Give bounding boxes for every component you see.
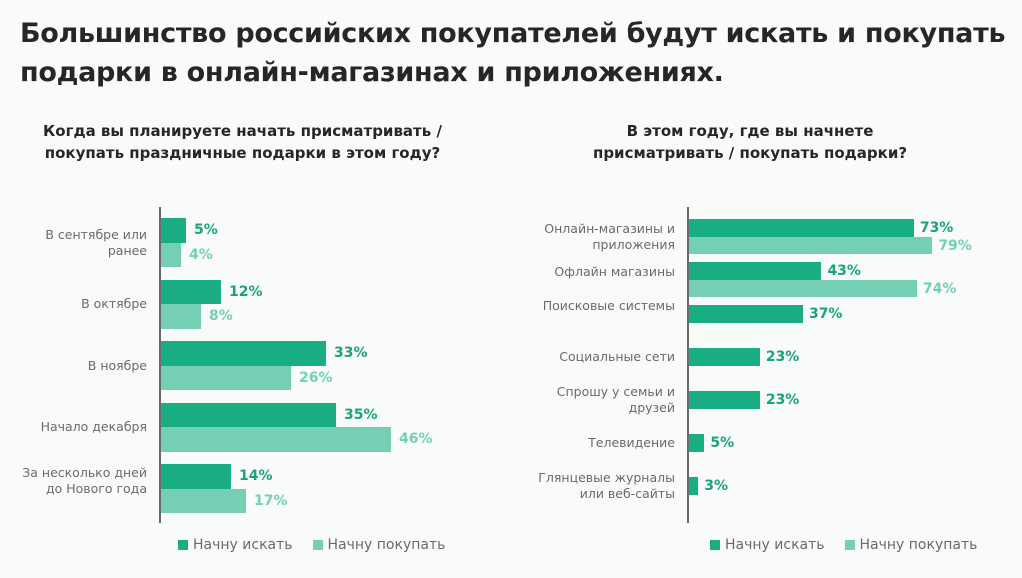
- legend-swatch-buy: [844, 540, 855, 550]
- bar-search: [161, 279, 221, 304]
- chart-when-to-start: В сентябре или ранее 5% 4% В октябре 12% 8% В …: [0, 0, 500, 578]
- chart-where-to-start: Онлайн-магазины и приложения 73% 79% Офлайн…: [500, 0, 1022, 578]
- data-label: 3%: [704, 478, 729, 494]
- category-label: Поисковые системы: [542, 297, 675, 313]
- category-label: Социальные сети: [559, 348, 675, 364]
- data-label: 33%: [334, 345, 368, 361]
- bar-search: [689, 434, 705, 452]
- bar-buy: [161, 365, 291, 390]
- bar-buy: [161, 242, 181, 267]
- y-axis-line: [159, 207, 161, 523]
- category-label: Начало декабря: [40, 419, 147, 434]
- data-label: 14%: [239, 468, 273, 484]
- category-label: За несколько дней до Нового года: [22, 464, 147, 496]
- bar-search: [689, 348, 760, 366]
- data-label: 43%: [827, 263, 861, 279]
- data-label: 12%: [229, 283, 263, 300]
- data-label: 23%: [765, 349, 800, 365]
- bar-search: [689, 305, 803, 323]
- data-label: 5%: [194, 222, 218, 238]
- bar-buy: [161, 427, 391, 452]
- legend: Начну искать Начну покупать: [178, 537, 445, 553]
- legend-item: Начну покупать: [312, 537, 446, 553]
- bar-search: [161, 218, 186, 243]
- bar-search: [161, 341, 326, 366]
- data-label: 35%: [344, 406, 378, 423]
- category-label: Онлайн-магазины и приложения: [544, 220, 675, 252]
- bar-search: [161, 402, 336, 427]
- category-label: В ноябре: [87, 357, 147, 373]
- bar-search: [689, 391, 760, 409]
- category-label: Офлайн магазины: [554, 263, 675, 279]
- legend-item: Начну искать: [710, 537, 825, 553]
- legend-swatch-search: [710, 540, 720, 550]
- data-label: 23%: [765, 392, 800, 408]
- data-label: 26%: [299, 369, 333, 386]
- legend-item: Начну покупать: [844, 537, 978, 553]
- y-axis-line: [687, 207, 689, 523]
- legend-label: Начну покупать: [327, 537, 446, 553]
- data-label: 73%: [919, 220, 954, 236]
- category-label: В сентябре или ранее: [45, 226, 147, 258]
- bar-buy: [689, 279, 917, 297]
- data-label: 37%: [808, 306, 843, 322]
- legend-item: Начну искать: [178, 537, 293, 553]
- data-label: 79%: [938, 237, 972, 254]
- right-chart-title: В этом году, где вы начнете присматриват…: [592, 122, 908, 162]
- left-chart-title: Когда вы планируете начать присматривать…: [43, 122, 442, 162]
- bar-search: [689, 262, 822, 280]
- category-label: Глянцевые журналы или веб-сайты: [538, 469, 675, 501]
- bar-buy: [161, 488, 246, 513]
- data-label: 5%: [710, 435, 735, 451]
- bar-buy: [689, 236, 933, 254]
- bar-search: [689, 219, 914, 237]
- category-label: Телевидение: [588, 434, 675, 450]
- data-label: 46%: [399, 431, 433, 447]
- data-label: 4%: [189, 246, 213, 263]
- bar-buy: [161, 304, 201, 329]
- bar-search: [689, 477, 699, 495]
- data-label: 74%: [922, 280, 957, 297]
- data-label: 8%: [209, 308, 233, 324]
- legend-label: Начну искать: [193, 537, 293, 553]
- legend: Начну искать Начну покупать: [710, 537, 977, 553]
- category-label: В октябре: [81, 296, 147, 311]
- legend-label: Начну покупать: [859, 537, 978, 553]
- category-label: Спрошу у семьи и друзей: [556, 383, 675, 415]
- legend-label: Начну искать: [725, 537, 825, 553]
- legend-swatch-search: [178, 540, 188, 550]
- legend-swatch-buy: [312, 540, 323, 550]
- bar-search: [161, 464, 231, 489]
- data-label: 17%: [254, 492, 288, 509]
- page-title: Большинство российских покупателей будут…: [20, 18, 1006, 88]
